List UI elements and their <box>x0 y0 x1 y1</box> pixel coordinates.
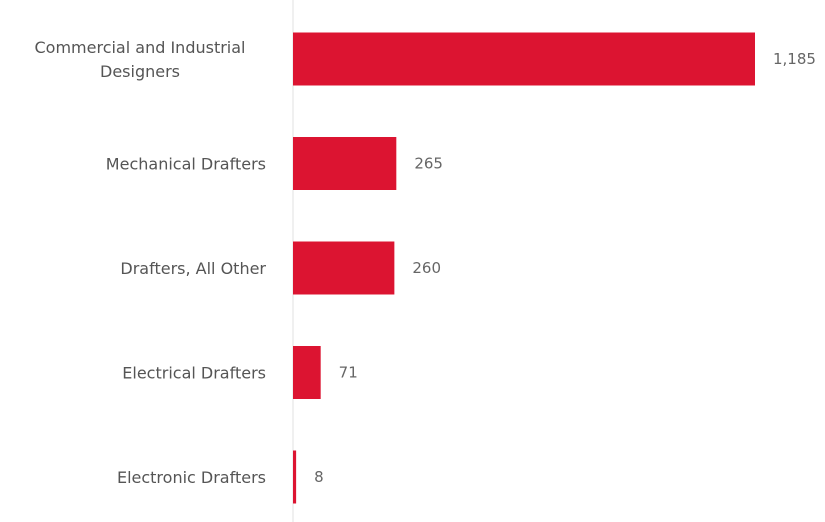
value-label-5: 8 <box>314 468 324 486</box>
value-label-4: 71 <box>339 364 358 382</box>
category-labels: Commercial and Industrial Designers Mechan… <box>34 38 266 487</box>
bar-3 <box>293 241 395 295</box>
value-label-1: 1,185 <box>773 50 816 68</box>
category-label-5: Electronic Drafters <box>117 468 266 487</box>
value-label-3: 260 <box>412 259 441 277</box>
category-label-line: Electronic Drafters <box>117 468 266 487</box>
value-labels: 1,185 265 260 71 8 <box>314 50 816 486</box>
category-label-line: Commercial and Industrial <box>34 38 245 57</box>
bar-2 <box>293 137 397 190</box>
category-label-2: Mechanical Drafters <box>106 155 266 174</box>
category-label-line: Electrical Drafters <box>122 364 266 383</box>
category-label-line: Drafters, All Other <box>120 259 266 278</box>
category-label-3: Drafters, All Other <box>120 259 266 278</box>
bar-1 <box>293 32 755 86</box>
category-label-1: Commercial and Industrial Designers <box>34 38 245 81</box>
bars <box>293 32 755 504</box>
category-label-line: Mechanical Drafters <box>106 155 266 174</box>
category-label-4: Electrical Drafters <box>122 364 266 383</box>
category-label-line: Designers <box>100 62 180 81</box>
bar-5 <box>293 450 297 504</box>
bar-4 <box>293 346 321 399</box>
value-label-2: 265 <box>414 155 443 173</box>
